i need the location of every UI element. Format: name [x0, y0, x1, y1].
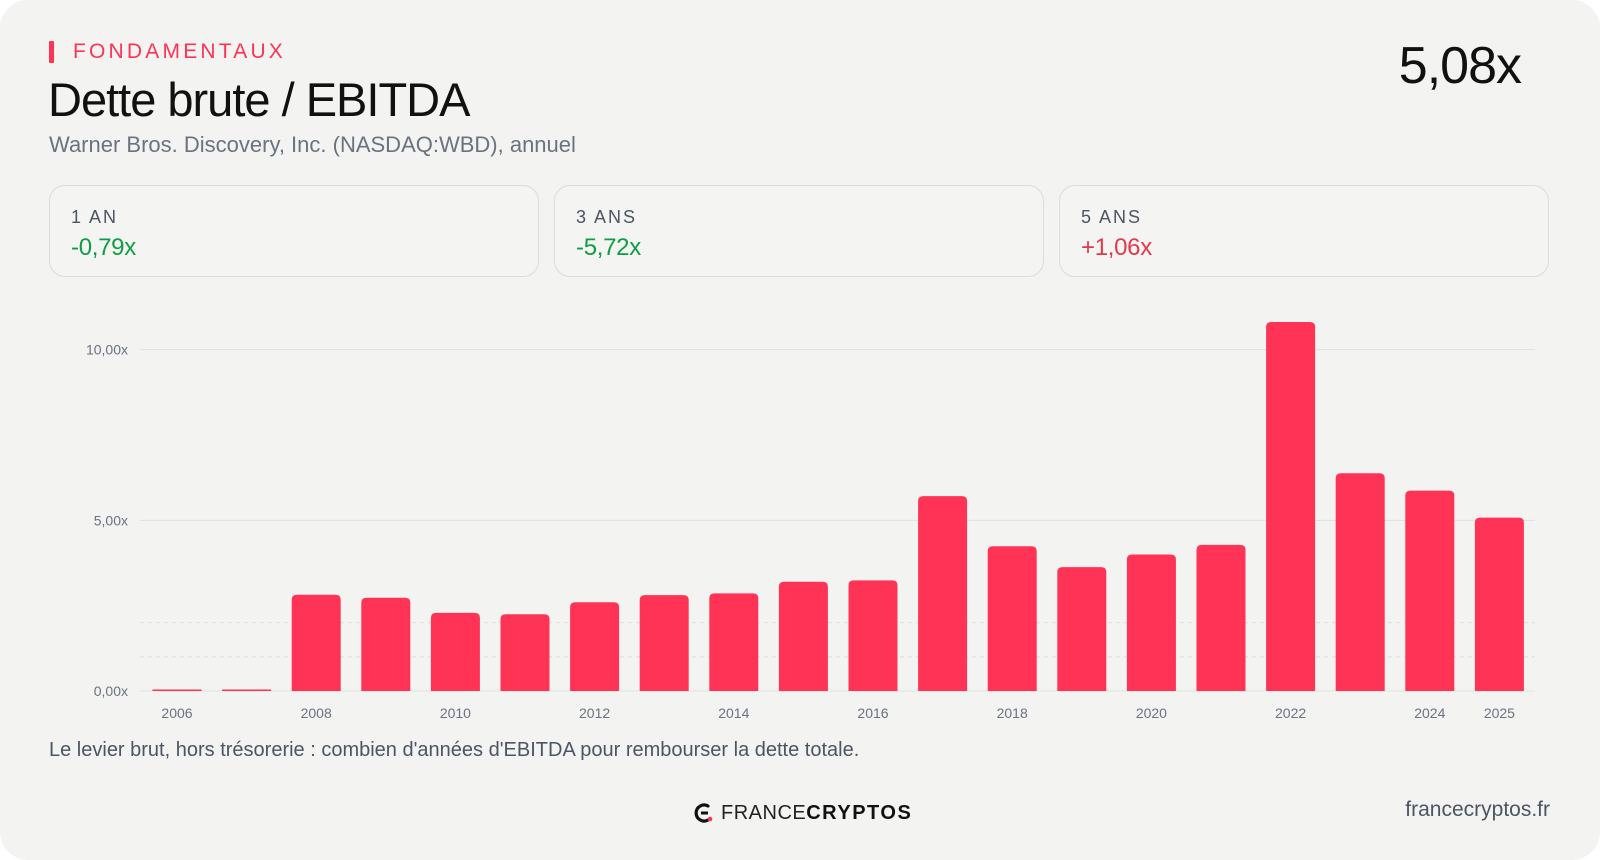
stat-value: -0,79x [71, 234, 136, 261]
section-kicker: FONDAMENTAUX [49, 40, 286, 64]
brand-name-light: FRANCE [721, 801, 807, 824]
kicker-accent-bar [49, 41, 54, 63]
bar-2012[interactable] [570, 602, 620, 691]
bar-2015[interactable] [778, 581, 828, 691]
x-tick-label: 2020 [1136, 705, 1167, 721]
x-tick-label: 2018 [997, 705, 1028, 721]
bar-2024[interactable] [1405, 490, 1455, 691]
brand-logo: FRANCE CRYPTOS [693, 800, 912, 826]
stat-label: 1 AN [71, 207, 119, 227]
x-tick-label: 2012 [579, 705, 610, 721]
stat-label: 5 ANS [1081, 207, 1143, 227]
bar-2021[interactable] [1196, 544, 1246, 691]
x-tick-label: 2008 [301, 705, 332, 721]
bar-2013[interactable] [639, 595, 689, 691]
stat-card-3-years: 3 ANS -5,72x [554, 185, 1044, 277]
site-link[interactable]: francecryptos.fr [1405, 798, 1550, 821]
bar-chart: 0,00x 5,00x 10,00x 2006 2008 2010 2012 2014 2016… [86, 322, 1535, 721]
chart-title: Dette brute / EBITDA [48, 73, 470, 126]
bar-2019[interactable] [1057, 567, 1107, 691]
bar-2017[interactable] [918, 496, 968, 691]
bar-2011[interactable] [500, 614, 550, 691]
stat-value: -5,72x [576, 234, 641, 261]
chart-caption: Le levier brut, hors trésorerie : combie… [49, 739, 860, 761]
bar-2022[interactable] [1266, 322, 1316, 691]
x-tick-label: 2016 [857, 705, 888, 721]
kicker-label: FONDAMENTAUX [73, 40, 287, 63]
bar-2007[interactable] [222, 689, 272, 692]
stat-value: +1,06x [1081, 234, 1152, 261]
bar-2018[interactable] [987, 546, 1037, 691]
x-tick-label: 2024 [1414, 705, 1445, 721]
stat-card-5-years: 5 ANS +1,06x [1059, 185, 1549, 277]
stat-label: 3 ANS [576, 207, 638, 227]
y-tick-label: 0,00x [94, 683, 128, 699]
y-tick-label: 10,00x [86, 342, 128, 358]
brand-mark-icon [694, 803, 713, 823]
bar-2009[interactable] [361, 597, 411, 691]
x-tick-label: 2022 [1275, 705, 1306, 721]
y-tick-label: 5,00x [94, 512, 128, 528]
x-tick-label: 2014 [718, 705, 749, 721]
bar-2010[interactable] [430, 612, 480, 691]
chart-subtitle: Warner Bros. Discovery, Inc. (NASDAQ:WBD… [49, 132, 576, 157]
bar-2006[interactable] [152, 689, 202, 692]
x-tick-label: 2025 [1484, 705, 1515, 721]
brand-name-bold: CRYPTOS [806, 801, 913, 824]
x-tick-label: 2006 [161, 705, 192, 721]
bar-2023[interactable] [1335, 473, 1385, 691]
bar-2020[interactable] [1126, 554, 1176, 691]
stat-card-1-year: 1 AN -0,79x [49, 185, 539, 277]
bar-2008[interactable] [291, 594, 341, 691]
x-tick-label: 2010 [440, 705, 471, 721]
current-value: 5,08x [1398, 37, 1522, 95]
bar-2016[interactable] [848, 580, 898, 691]
bar-2025[interactable] [1474, 517, 1524, 691]
bar-2014[interactable] [709, 593, 759, 691]
